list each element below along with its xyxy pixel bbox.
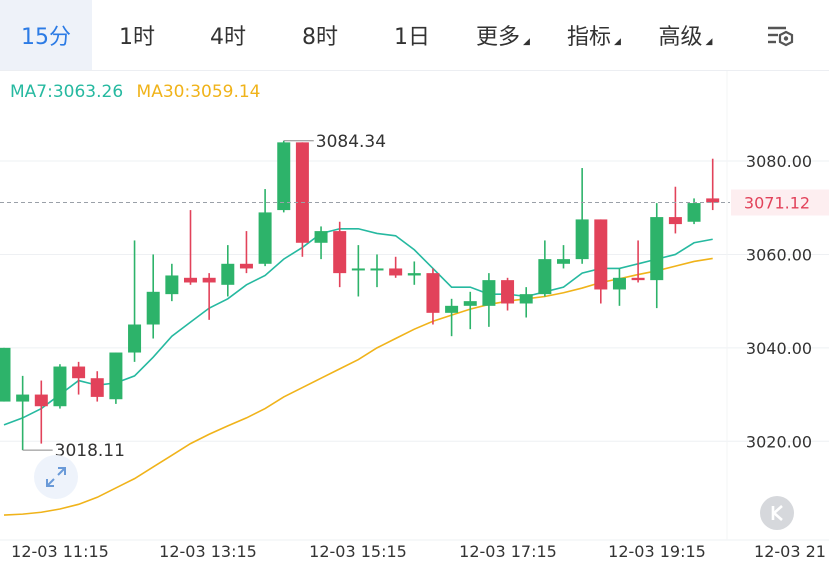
candle-body	[538, 259, 552, 295]
candle-body	[426, 273, 440, 313]
dropdown-triangle-icon: ◢	[614, 37, 621, 47]
candle-body	[16, 394, 30, 402]
tab-3[interactable]: 8时	[274, 0, 366, 70]
tab-2[interactable]: 4时	[182, 0, 274, 70]
candle-body	[128, 324, 142, 353]
candle-body	[333, 231, 347, 274]
tab-4[interactable]: 1日	[366, 0, 458, 70]
candle-body	[221, 263, 235, 285]
candle-body	[277, 142, 291, 211]
y-tick-label: 3040.00	[746, 339, 812, 358]
y-tick-label: 3060.00	[746, 245, 812, 264]
timeframe-tabs: 15分 1时 4时 8时 1日 更多 ◢ 指标 ◢ 高级 ◢	[0, 0, 829, 70]
tab-0[interactable]: 15分	[0, 0, 92, 70]
ma7-label: MA7:3063.26	[10, 82, 124, 102]
tab-1[interactable]: 1时	[92, 0, 182, 70]
current-price-badge	[731, 189, 829, 216]
min-price-label: 3018.11	[55, 441, 125, 461]
candle-body	[501, 280, 515, 304]
candle-body	[407, 273, 421, 276]
x-tick-label: 12-03 21	[754, 542, 826, 561]
candle-body	[72, 366, 86, 379]
candle-body	[53, 366, 67, 407]
expand-button[interactable]	[34, 455, 78, 499]
x-tick-label: 12-03 11:15	[11, 542, 109, 561]
candle-body	[34, 394, 48, 407]
x-tick-label: 12-03 17:15	[459, 542, 557, 561]
tab-label: 15分	[21, 25, 71, 50]
tab-label: 1时	[119, 25, 155, 50]
candle-body	[146, 291, 160, 325]
candle-body	[90, 378, 104, 397]
tab-7[interactable]: 高级 ◢	[640, 0, 731, 70]
chart-settings-icon[interactable]	[764, 22, 798, 50]
candle-body	[650, 217, 664, 281]
candle-body	[295, 142, 309, 243]
tabs-divider	[0, 70, 829, 71]
x-tick-label: 12-03 15:15	[309, 542, 407, 561]
candle-body	[612, 277, 626, 290]
candle-body	[165, 275, 179, 295]
candle-body	[202, 277, 216, 283]
tab-label: 高级	[658, 25, 703, 50]
candle-body	[519, 294, 533, 304]
candle-body	[258, 212, 272, 264]
candle-body	[687, 203, 701, 222]
tab-label: 1日	[394, 25, 430, 50]
candle-body	[389, 268, 403, 276]
candle-body	[668, 217, 682, 225]
kline-collapse-button[interactable]	[760, 496, 794, 530]
x-tick-label: 12-03 13:15	[159, 542, 257, 561]
candle-body	[370, 268, 384, 271]
candle-body	[706, 198, 720, 203]
candle-body	[557, 259, 570, 264]
k-icon	[771, 505, 783, 521]
max-price-label: 3084.34	[316, 132, 386, 152]
ma-legend: MA7:3063.26 MA30:3059.14	[10, 82, 261, 102]
candle-body	[314, 231, 328, 243]
tab-6[interactable]: 指标 ◢	[548, 0, 640, 70]
y-tick-label: 3020.00	[746, 432, 812, 451]
y-tick-label: 3080.00	[746, 152, 812, 171]
tab-label: 8时	[302, 25, 338, 50]
candle-body	[594, 219, 608, 290]
tab-label: 4时	[210, 25, 246, 50]
dropdown-triangle-icon: ◢	[523, 37, 530, 47]
candle-body	[109, 352, 123, 400]
expand-icon	[46, 467, 66, 487]
tab-label: 更多	[476, 25, 521, 50]
tab-5[interactable]: 更多 ◢	[458, 0, 548, 70]
candle-body	[575, 219, 589, 260]
candle-body	[351, 268, 365, 271]
candle-body	[482, 280, 496, 306]
ma30-label: MA30:3059.14	[136, 82, 261, 102]
candle-body	[463, 301, 477, 306]
x-tick-label: 12-03 19:15	[608, 542, 706, 561]
candle-body	[445, 305, 459, 313]
candle-body	[184, 277, 197, 283]
dropdown-triangle-icon: ◢	[705, 37, 713, 47]
current-price-label: 3071.12	[744, 194, 810, 213]
candle-body	[239, 263, 253, 269]
tab-label: 指标	[567, 25, 612, 50]
candle-body	[0, 347, 11, 402]
candle-body	[631, 277, 645, 281]
